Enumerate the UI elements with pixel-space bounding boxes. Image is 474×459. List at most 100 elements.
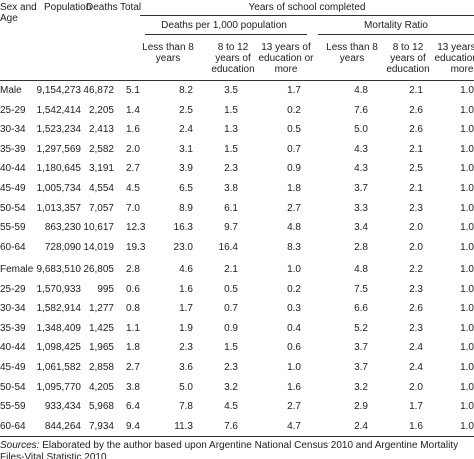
cell: 2.7 (287, 401, 301, 413)
cell: 2.7 (126, 362, 140, 373)
cell: 1,180,645 (36, 163, 82, 175)
cell: 3.5 (224, 85, 238, 96)
cell: 2.1 (409, 183, 423, 194)
cell: 1.0 (460, 342, 474, 354)
cell: 4.6 (179, 264, 193, 275)
cell: 3.8 (224, 183, 238, 194)
cell: 4.8 (354, 85, 368, 96)
cell: 3.4 (354, 222, 368, 234)
cell: 1,582,914 (36, 303, 82, 315)
header-cell: Mortality Ratio (364, 20, 428, 31)
row-label: 60-64 (0, 420, 26, 432)
row-label: 35-39 (0, 322, 26, 334)
cell: 3.9 (179, 163, 193, 175)
cell: 3,191 (88, 163, 114, 175)
cell: 2.3 (224, 362, 238, 373)
column-header: 13 years of education or more (434, 42, 474, 75)
cell: 1.0 (460, 381, 474, 393)
cell: 16.3 (173, 222, 193, 234)
header-cell: Population (44, 2, 92, 13)
cell: 1.0 (460, 85, 474, 96)
cell: 2,858 (88, 362, 114, 373)
row-label: 30-34 (0, 303, 26, 315)
cell: 4.8 (354, 264, 368, 275)
cell: 2.5 (409, 163, 423, 175)
cell: 4.5 (126, 183, 140, 194)
cell: 0.5 (287, 124, 301, 136)
cell: 1.0 (460, 303, 474, 315)
cell: 9,683,510 (36, 264, 82, 275)
cell: 1.4 (126, 104, 140, 116)
cell: 995 (97, 283, 114, 295)
cell: 7.5 (354, 283, 368, 295)
cell: 1.0 (460, 222, 474, 234)
source-label: Sources: (0, 440, 40, 451)
cell: 11.3 (174, 420, 193, 432)
cell: 1.3 (224, 124, 238, 136)
cell: 4.3 (354, 143, 368, 155)
cell: 4,205 (88, 381, 114, 393)
cell: 1.8 (287, 183, 301, 194)
cell: 1.7 (409, 401, 423, 413)
row-label: 40-44 (0, 163, 26, 175)
cell: 7.6 (354, 104, 368, 116)
cell: 9.7 (224, 222, 238, 234)
cell: 8.9 (179, 202, 193, 214)
cell: 1.0 (460, 362, 474, 373)
cell: 1.5 (224, 104, 238, 116)
cell: 3.7 (354, 362, 368, 373)
cell: 1.6 (287, 381, 301, 393)
cell: 7.0 (126, 202, 140, 214)
cell: 2.0 (126, 143, 140, 155)
cell: 16.4 (218, 241, 238, 253)
cell: 2.0 (409, 381, 423, 393)
cell: 1.7 (179, 303, 193, 315)
cell: 2.9 (354, 401, 368, 413)
cell: 1.8 (126, 342, 140, 354)
header-cell: Deaths per 1,000 population (161, 20, 287, 31)
cell: 2.0 (409, 222, 423, 234)
row-label: 45-49 (0, 183, 26, 194)
cell: 2.7 (126, 163, 140, 175)
cell: 863,230 (44, 222, 81, 234)
cell: 1,095,770 (36, 381, 82, 393)
cell: 1,348,409 (36, 322, 82, 334)
cell: 14,019 (83, 241, 114, 253)
source-note: Sources: Elaborated by the author based … (0, 440, 474, 459)
cell: 7.8 (179, 401, 193, 413)
cell: 728,090 (44, 241, 81, 253)
rule (145, 34, 307, 35)
cell: 1.0 (460, 183, 474, 194)
cell: 2.3 (409, 283, 423, 295)
column-header: 8 to 12 years of education (211, 42, 255, 75)
row-label: 25-29 (0, 283, 26, 295)
cell: 0.7 (287, 143, 301, 155)
cell: 1.1 (126, 322, 140, 334)
cell: 3.2 (224, 381, 238, 393)
cell: 9.4 (126, 420, 140, 432)
cell: 2.4 (179, 124, 193, 136)
cell: 3.2 (354, 381, 368, 393)
cell: 0.7 (224, 303, 238, 315)
cell: 0.2 (287, 283, 301, 295)
rule (0, 80, 474, 81)
cell: 1.6 (409, 420, 423, 432)
cell: 9,154,273 (36, 85, 82, 96)
cell: 19.3 (126, 241, 146, 253)
cell: 1.0 (287, 362, 301, 373)
cell: 2.3 (409, 322, 423, 334)
cell: 7.6 (224, 420, 238, 432)
cell: 1.0 (460, 143, 474, 155)
cell: 4.8 (287, 222, 301, 234)
cell: 3.1 (179, 143, 193, 155)
cell: 2.7 (287, 202, 301, 214)
row-label: 60-64 (0, 241, 26, 253)
cell: 1.6 (126, 124, 140, 136)
cell: 7,057 (88, 202, 114, 214)
cell: 1.0 (460, 202, 474, 214)
cell: 1.7 (287, 85, 301, 96)
cell: 2,205 (88, 104, 114, 116)
cell: 0.8 (126, 303, 140, 315)
column-header: 8 to 12 years of education (386, 42, 430, 75)
row-label: 50-54 (0, 202, 26, 214)
